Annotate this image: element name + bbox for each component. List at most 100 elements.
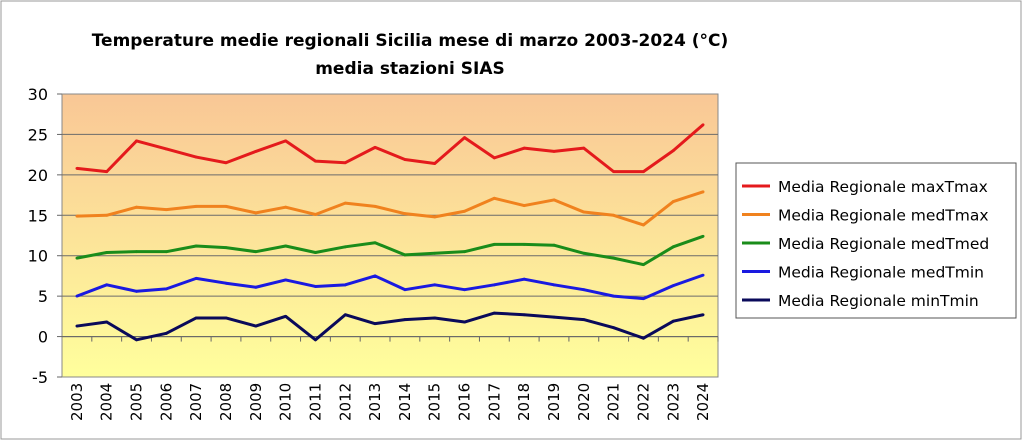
x-tick-label: 2013	[366, 383, 384, 421]
y-tick-label: 10	[28, 247, 48, 266]
x-tick-label: 2011	[306, 383, 324, 421]
x-tick-label: 2003	[68, 383, 86, 421]
data-point	[75, 294, 79, 298]
data-point	[194, 155, 198, 159]
data-point	[373, 322, 377, 326]
data-point	[75, 166, 79, 170]
data-point	[671, 284, 675, 288]
data-point	[642, 263, 645, 267]
data-point	[284, 205, 288, 209]
data-point	[463, 320, 466, 324]
legend-label: Media Regionale medTmed	[778, 235, 989, 253]
data-point	[403, 288, 407, 292]
data-point	[433, 162, 437, 165]
data-point	[612, 326, 616, 330]
data-point	[343, 161, 347, 165]
data-point	[701, 313, 705, 317]
data-point	[463, 288, 466, 292]
data-point	[642, 297, 645, 300]
data-point	[194, 204, 198, 208]
data-point	[105, 213, 109, 217]
data-point	[612, 294, 616, 298]
data-point	[612, 170, 616, 174]
legend-label: Media Regionale minTmin	[778, 292, 979, 310]
series-line-0	[76, 123, 705, 174]
data-point	[254, 211, 258, 215]
data-point	[582, 146, 586, 150]
data-point	[343, 313, 347, 317]
data-point	[552, 243, 556, 247]
data-point	[194, 276, 198, 280]
data-point	[612, 256, 616, 260]
x-tick-label: 2022	[634, 383, 652, 421]
x-tick-label: 2012	[336, 383, 354, 421]
data-point	[314, 338, 317, 342]
data-point	[75, 256, 79, 260]
x-tick-label: 2019	[545, 383, 563, 421]
data-point	[254, 324, 258, 328]
y-tick-label: 30	[28, 85, 48, 104]
series-line-2	[76, 234, 704, 267]
x-tick-label: 2020	[575, 383, 593, 421]
data-point	[492, 283, 496, 287]
series-line-1	[76, 190, 704, 227]
y-tick-label: 25	[28, 125, 48, 144]
data-point	[403, 158, 407, 161]
data-point	[433, 283, 437, 287]
data-point	[194, 316, 198, 320]
legend-label: Media Regionale medTmax	[778, 207, 989, 225]
data-point	[582, 288, 586, 292]
data-point	[522, 242, 526, 246]
data-point	[612, 213, 616, 217]
x-tick-label: 2016	[456, 383, 474, 421]
data-point	[582, 318, 586, 321]
data-point	[671, 245, 675, 249]
data-point	[463, 250, 466, 254]
x-tick-label: 2018	[515, 383, 533, 421]
x-tick-label: 2017	[485, 383, 503, 421]
x-tick-label: 2023	[664, 383, 682, 421]
data-point	[105, 283, 109, 287]
data-point	[284, 278, 288, 282]
data-point	[135, 289, 138, 293]
data-point	[492, 156, 496, 160]
data-point	[343, 245, 347, 249]
data-point	[254, 150, 258, 153]
y-tick-label: 0	[38, 328, 48, 347]
data-point	[314, 159, 317, 163]
legend-label: Media Regionale maxTmax	[778, 178, 988, 196]
data-point	[254, 250, 258, 254]
data-point	[403, 212, 407, 216]
data-point	[373, 204, 377, 208]
chart-title: Temperature medie regionali Sicilia mese…	[92, 31, 729, 51]
data-point	[164, 250, 168, 254]
y-tick-label: -5	[32, 368, 48, 387]
y-tick-label: 20	[28, 166, 48, 185]
data-point	[492, 242, 496, 246]
y-tick-label: 5	[38, 287, 48, 306]
data-point	[314, 213, 317, 216]
data-point	[582, 210, 586, 214]
data-point	[75, 324, 79, 328]
data-point	[492, 311, 496, 315]
data-point	[314, 251, 317, 254]
data-point	[522, 146, 526, 150]
data-point	[164, 287, 168, 291]
data-point	[642, 336, 645, 340]
data-point	[671, 149, 675, 153]
data-point	[343, 201, 347, 205]
data-point	[671, 200, 675, 203]
data-point	[284, 244, 288, 248]
data-point	[343, 283, 347, 287]
data-point	[105, 251, 109, 254]
data-point	[433, 251, 437, 255]
data-point	[164, 208, 168, 212]
x-tick-label: 2006	[157, 383, 175, 421]
data-point	[314, 285, 317, 288]
data-point	[164, 331, 168, 335]
x-tick-label: 2021	[605, 383, 623, 421]
data-point	[433, 215, 437, 219]
data-point	[552, 198, 556, 202]
